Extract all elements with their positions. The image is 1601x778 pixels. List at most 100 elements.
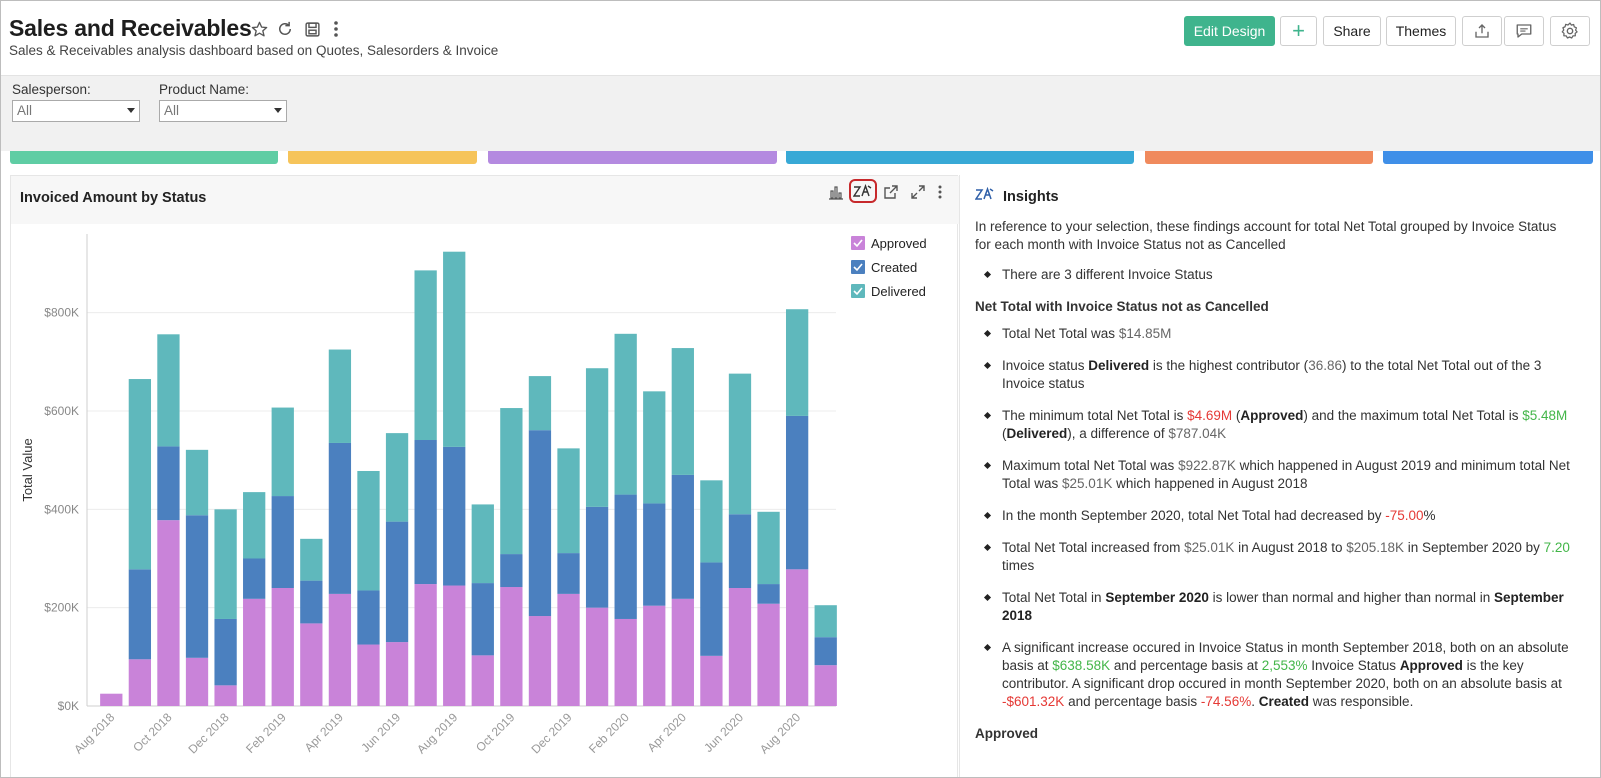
bar-segment: [585, 368, 609, 507]
gear-icon: [1560, 21, 1580, 41]
bar-segment: [214, 618, 237, 686]
edit-design-button[interactable]: Edit Design: [1184, 16, 1275, 46]
bar-segment: [757, 511, 780, 585]
kpi-widget-2[interactable]: [288, 151, 477, 164]
insight-text: ) and the maximum total Net Total is: [1303, 408, 1523, 423]
insight-text: is the key contributor. A significant dr…: [1002, 658, 1562, 691]
bar-segment: [614, 494, 637, 619]
bar-segment: [328, 442, 352, 594]
bar-segment: [157, 334, 180, 447]
salesperson-filter-label: Salesperson:: [12, 82, 91, 97]
settings-button[interactable]: [1550, 16, 1590, 46]
open-new-window-icon[interactable]: [880, 181, 902, 203]
chart-more-options-icon[interactable]: [929, 181, 951, 203]
salesperson-filter-select[interactable]: All: [12, 100, 140, 122]
bar-segment: [471, 583, 494, 656]
insight-value: 7.20: [1543, 540, 1570, 555]
kpi-widget-3[interactable]: [488, 151, 777, 164]
bar-segment: [243, 558, 266, 599]
insights-section-heading: Net Total with Invoice Status not as Can…: [975, 299, 1269, 314]
insight-text: Invoice status: [1002, 358, 1089, 373]
bar-segment: [185, 449, 209, 516]
insight-text: Total Net Total increased from: [1002, 540, 1185, 555]
comment-button[interactable]: [1504, 16, 1544, 46]
save-icon[interactable]: [301, 17, 323, 41]
share-button[interactable]: Share: [1323, 16, 1381, 46]
insight-value: -$601.32K: [1002, 694, 1065, 709]
y-tick-label: $800K: [44, 306, 79, 320]
insight-bullet: A significant increase occured in Invoic…: [975, 639, 1573, 711]
insight-value: Approved: [1240, 408, 1304, 423]
star-icon[interactable]: [248, 17, 270, 41]
insight-text: %: [1423, 508, 1436, 523]
chevron-down-icon: [127, 108, 135, 113]
insights-section-heading: Approved: [975, 726, 1039, 741]
bar-segment: [671, 348, 694, 475]
legend-swatch: [851, 284, 865, 298]
add-button[interactable]: +: [1280, 16, 1317, 46]
y-axis-title: Total Value: [20, 438, 35, 501]
insight-value: $4.69M: [1187, 408, 1233, 423]
themes-button[interactable]: Themes: [1386, 16, 1456, 46]
bar-segment: [728, 514, 752, 588]
x-tick-label: Jun 2020: [701, 710, 746, 755]
bar-segment: [528, 376, 552, 431]
insight-text: Total Net Total in: [1002, 590, 1106, 605]
insight-value: -75.00: [1385, 508, 1424, 523]
bar-segment: [357, 470, 380, 591]
bar-segment: [414, 440, 437, 585]
more-options-icon[interactable]: [325, 17, 347, 41]
chart-widget: Invoiced Amount by Status $0K $200K $400K $…: [10, 175, 959, 777]
expand-icon[interactable]: [907, 181, 929, 203]
bar-segment: [757, 584, 780, 604]
dashboard-subtitle: Sales & Receivables analysis dashboard b…: [9, 43, 499, 58]
kpi-widget-5[interactable]: [1145, 151, 1373, 164]
insight-bullet: Maximum total Net Total was $922.87K whi…: [975, 457, 1573, 493]
kpi-widget-1[interactable]: [10, 151, 278, 164]
x-tick-label: Oct 2019: [473, 710, 518, 755]
insight-value: 36.86: [1308, 358, 1342, 373]
insight-text: in August 2018 to: [1234, 540, 1347, 555]
bar-segment: [471, 504, 494, 584]
chart-type-icon[interactable]: [825, 181, 847, 203]
bar-segment: [643, 503, 666, 606]
legend-swatch: [851, 236, 865, 250]
bar-segment: [385, 433, 409, 522]
bar-segment: [557, 593, 580, 706]
insight-text: A significant increase occured in Invoic…: [1002, 640, 1569, 673]
bar-segment: [271, 407, 294, 497]
x-tick-label: Aug 2019: [414, 710, 460, 756]
product-filter-select[interactable]: All: [159, 100, 287, 122]
insight-value: $25.01K: [1062, 476, 1113, 491]
bar-segment: [128, 379, 152, 570]
insight-value: $14.85M: [1118, 326, 1172, 341]
x-tick-label: Aug 2018: [71, 710, 117, 756]
insight-bullet: Total Net Total was $14.85M: [975, 325, 1573, 343]
export-button[interactable]: [1462, 16, 1502, 46]
insight-text: ), a difference of: [1067, 426, 1169, 441]
insight-text: in September 2020 by: [1404, 540, 1544, 555]
dashboard-title: Sales and Receivables: [9, 15, 252, 41]
insights-toggle-icon[interactable]: [849, 179, 877, 203]
insight-text: which happened in August 2019 and minimu…: [1002, 458, 1570, 491]
bar-segment: [300, 580, 323, 624]
insights-content: In reference to your selection, these fi…: [975, 218, 1573, 752]
bar-segment: [185, 657, 209, 706]
insight-bullet: Total Net Total increased from $25.01K i…: [975, 539, 1573, 575]
insight-text: and percentage basis at: [1110, 658, 1262, 673]
bar-segment: [443, 251, 466, 447]
kpi-widget-6[interactable]: [1383, 151, 1593, 164]
x-tick-label: Feb 2019: [243, 710, 289, 756]
x-tick-label: Apr 2020: [645, 710, 690, 755]
kpi-widget-4[interactable]: [786, 151, 1134, 164]
bar-segment: [128, 659, 152, 706]
insight-value: $787.04K: [1168, 426, 1227, 441]
product-filter-value: All: [164, 103, 180, 118]
bar-segment: [500, 408, 523, 555]
y-tick-label: $600K: [44, 404, 79, 418]
check-icon: [853, 239, 863, 248]
refresh-icon[interactable]: [274, 17, 296, 41]
legend-swatch: [851, 260, 865, 274]
bar-segment: [328, 593, 352, 706]
insight-value: $25.01K: [1184, 540, 1235, 555]
